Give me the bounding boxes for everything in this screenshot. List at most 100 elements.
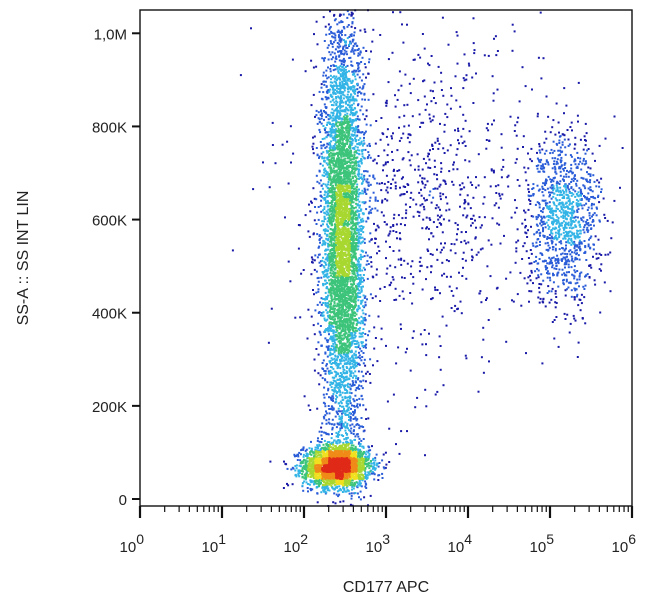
event-dot	[409, 369, 412, 372]
event-dot	[341, 338, 344, 341]
event-dot	[397, 89, 400, 92]
event-dot	[527, 276, 530, 279]
event-dot	[343, 76, 346, 79]
event-dot	[358, 131, 361, 134]
event-dot	[462, 113, 465, 116]
event-dot	[345, 75, 348, 78]
event-dot	[541, 187, 544, 190]
event-dot	[540, 164, 543, 167]
event-dot	[328, 303, 331, 306]
event-dot	[444, 112, 447, 115]
event-dot	[565, 223, 567, 226]
event-dot	[365, 346, 367, 349]
event-dot	[358, 200, 361, 203]
event-dot	[320, 113, 323, 116]
event-dot	[283, 460, 285, 463]
event-dot	[376, 199, 379, 202]
event-dot	[339, 487, 342, 490]
event-dot	[330, 58, 333, 61]
event-dot	[438, 222, 441, 225]
event-dot	[556, 199, 559, 202]
event-dot	[313, 259, 316, 262]
event-dot	[516, 147, 519, 150]
event-dot	[456, 228, 459, 231]
event-dot	[364, 30, 367, 33]
event-dot	[354, 129, 357, 132]
event-dot	[522, 245, 525, 248]
event-dot	[398, 169, 401, 172]
event-dot	[580, 242, 583, 245]
event-dot	[331, 156, 334, 159]
event-dot	[596, 207, 598, 210]
event-dot	[325, 248, 328, 251]
event-dot	[331, 486, 334, 488]
event-dot	[354, 145, 357, 148]
event-dot	[465, 277, 468, 280]
event-dot	[516, 179, 519, 181]
event-dot	[551, 248, 554, 251]
event-dot	[320, 430, 323, 433]
event-dot	[488, 360, 490, 363]
event-dot	[319, 141, 322, 143]
event-dot	[330, 172, 333, 175]
event-dot	[362, 139, 365, 142]
event-dot	[572, 242, 575, 245]
event-dot	[384, 451, 387, 454]
event-dot	[327, 143, 330, 146]
event-dot	[372, 159, 375, 162]
event-dot	[355, 377, 357, 380]
event-dot	[568, 271, 570, 274]
event-dot	[568, 242, 571, 245]
event-dot	[540, 224, 543, 227]
event-dot	[351, 177, 354, 180]
event-dot	[339, 345, 342, 348]
event-dot	[332, 147, 335, 150]
event-dot	[547, 272, 549, 275]
event-dot	[322, 242, 325, 245]
event-dot	[468, 130, 471, 133]
event-dot	[546, 266, 549, 269]
event-dot	[524, 211, 527, 214]
event-dot	[315, 109, 318, 112]
event-dot	[406, 347, 408, 350]
event-dot	[351, 127, 353, 130]
event-dot	[341, 118, 344, 121]
event-dot	[589, 223, 592, 226]
event-dot	[332, 91, 335, 94]
event-dot	[434, 207, 437, 210]
event-dot	[338, 66, 341, 69]
event-dot	[371, 470, 374, 473]
event-dot	[578, 278, 581, 281]
event-dot	[345, 358, 348, 361]
event-dot	[291, 483, 294, 486]
event-dot	[584, 144, 587, 147]
event-dot	[556, 254, 559, 257]
event-dot	[339, 78, 342, 81]
event-dot	[349, 415, 352, 418]
event-dot	[322, 239, 325, 242]
event-dot	[430, 271, 432, 274]
event-dot	[339, 117, 342, 120]
event-dot	[351, 73, 354, 76]
event-dot	[399, 323, 402, 326]
event-dot	[545, 221, 548, 224]
event-dot	[555, 296, 558, 298]
event-dot	[353, 374, 356, 377]
event-dot	[352, 86, 355, 89]
event-dot	[327, 208, 330, 211]
event-dot	[578, 275, 581, 278]
event-dot	[351, 359, 354, 362]
event-dot	[524, 171, 527, 174]
event-dot	[319, 204, 322, 207]
event-dot	[393, 174, 396, 177]
event-dot	[580, 217, 583, 220]
event-dot	[396, 98, 399, 101]
event-dot	[334, 315, 337, 318]
event-dot	[558, 248, 561, 251]
event-dot	[353, 340, 356, 342]
event-dot	[611, 221, 614, 224]
event-dot	[359, 267, 362, 270]
event-dot	[385, 240, 387, 243]
event-dot	[540, 273, 543, 276]
event-dot	[524, 85, 527, 88]
